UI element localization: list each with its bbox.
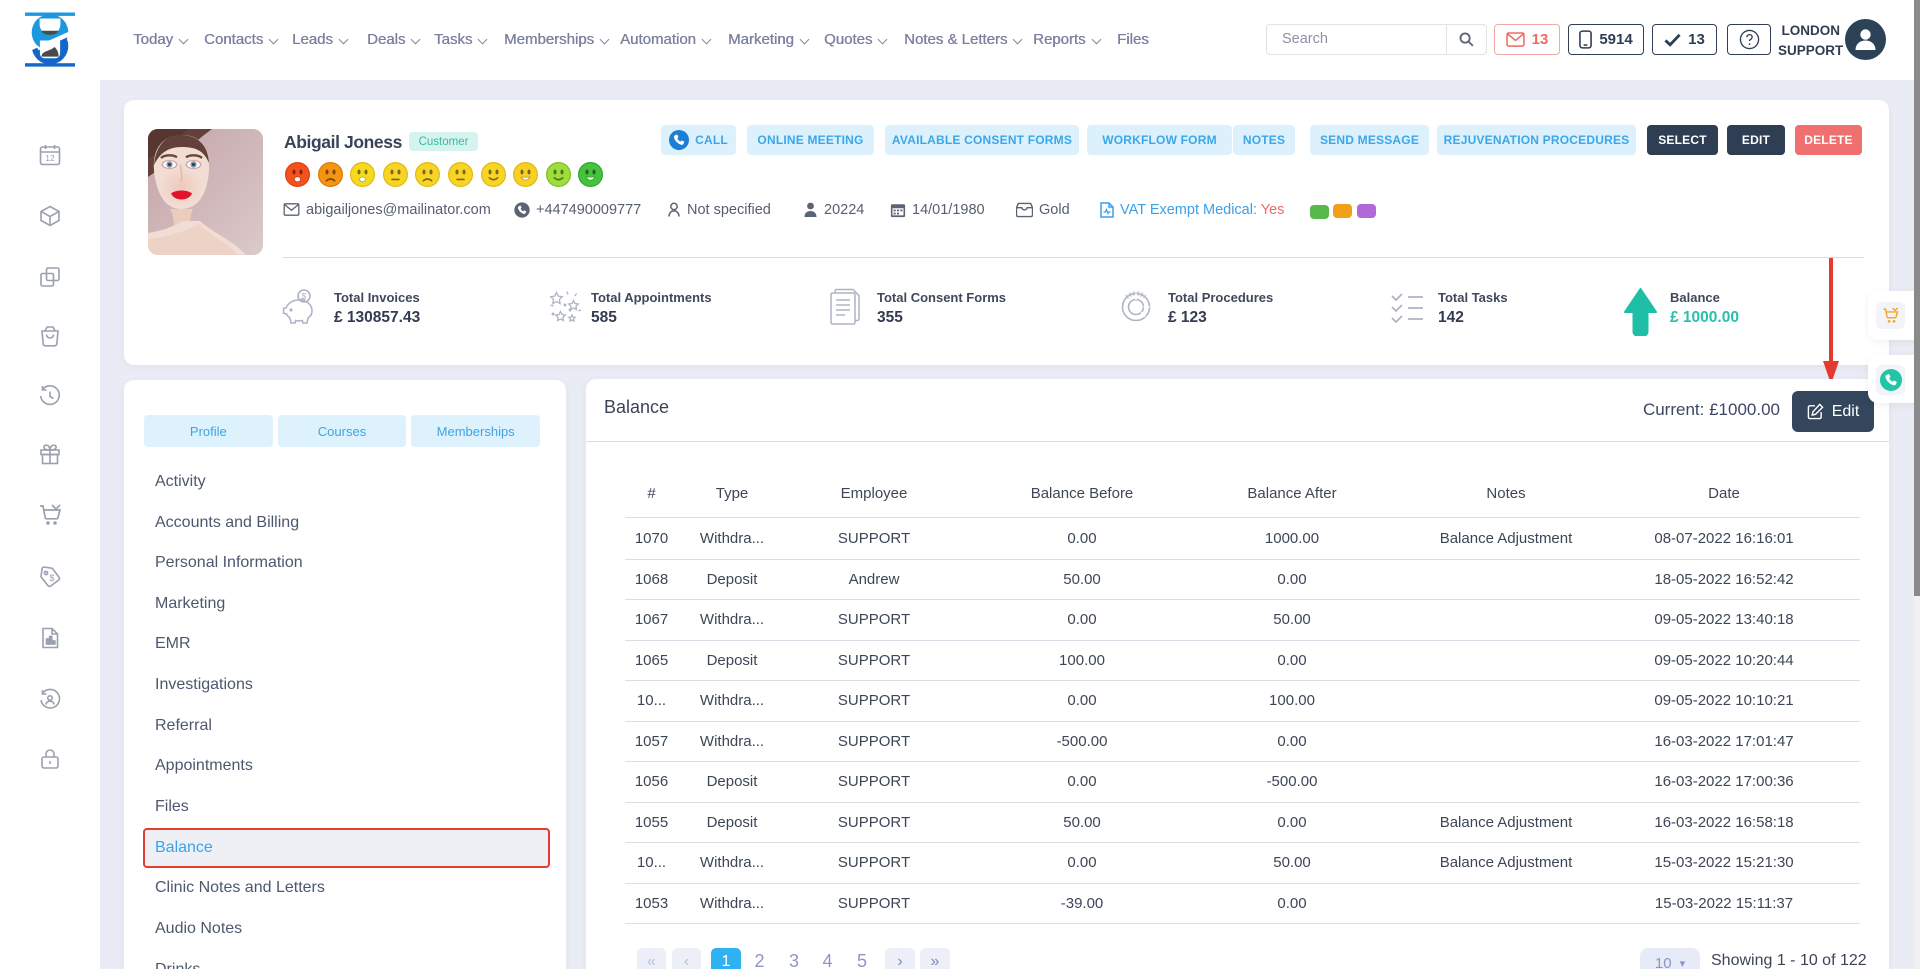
svg-text:12: 12 bbox=[45, 153, 55, 163]
svg-text:$: $ bbox=[302, 292, 307, 301]
svg-text:$: $ bbox=[49, 573, 54, 583]
